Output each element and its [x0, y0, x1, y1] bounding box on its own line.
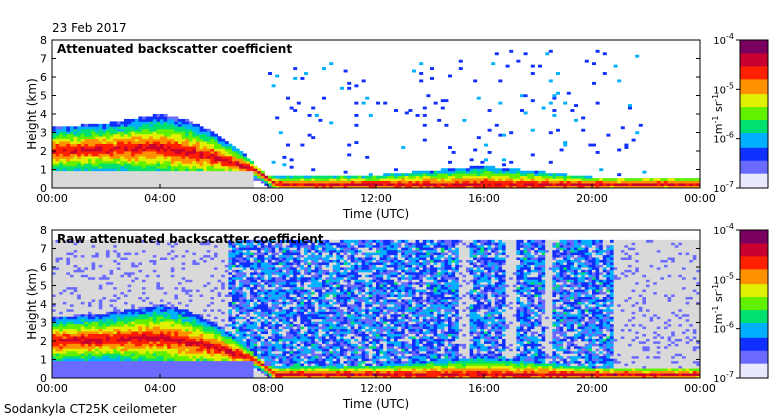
y-tick-label: 2 [40, 335, 47, 348]
y-tick-label: 4 [40, 108, 47, 121]
x-axis-label: Time (UTC) [342, 397, 409, 411]
x-tick-label: 20:00 [576, 192, 608, 205]
chart-title: Raw attenuated backscatter coefficient [57, 232, 324, 246]
x-tick-label: 08:00 [252, 192, 284, 205]
x-tick-label: 16:00 [468, 192, 500, 205]
attenuated-backscatter-chart: Attenuated backscatter coefficient 0 1 2 3 4 5… [25, 32, 769, 221]
x-tick-label: 12:00 [360, 382, 392, 395]
colorbar-tick-label: 10-7 [713, 180, 734, 195]
y-tick-label: 4 [40, 298, 47, 311]
y-tick-label: 8 [40, 224, 47, 237]
x-tick-label: 04:00 [144, 382, 176, 395]
chart-title: Attenuated backscatter coefficient [57, 42, 292, 56]
colorbar [740, 230, 768, 379]
x-tick-label: 00:00 [684, 382, 716, 395]
y-tick-label: 5 [40, 280, 47, 293]
colorbar-tick-label: 10-6 [713, 321, 734, 336]
x-tick-label: 00:00 [36, 192, 68, 205]
y-tick-label: 7 [40, 53, 47, 66]
colorbar-tick-label: 10-5 [713, 271, 734, 286]
y-tick-label: 1 [40, 354, 47, 367]
y-tick-label: 1 [40, 164, 47, 177]
colorbar-frame [739, 39, 769, 189]
colorbar-unit-label: m-1 sr-1 [711, 94, 725, 134]
date-label: 23 Feb 2017 [52, 21, 127, 35]
heatmap-cells [52, 49, 701, 189]
y-axis-label: Height (km) [25, 78, 39, 149]
y-tick-label: 6 [40, 261, 47, 274]
y-tick-label: 6 [40, 71, 47, 84]
raw-attenuated-backscatter-chart: Raw attenuated backscatter coefficient 0 1… [25, 222, 769, 411]
instrument-label: Sodankyla CT25K ceilometer [4, 402, 177, 416]
y-axis-label: Height (km) [25, 268, 39, 339]
y-tick-label: 7 [40, 243, 47, 256]
x-tick-label: 04:00 [144, 192, 176, 205]
colorbar [740, 40, 768, 189]
colorbar-unit-label: m-1 sr-1 [711, 284, 725, 324]
colorbar-tick-label: 10-4 [713, 32, 734, 47]
y-tick-label: 8 [40, 34, 47, 47]
x-tick-label: 00:00 [684, 192, 716, 205]
x-tick-label: 08:00 [252, 382, 284, 395]
colorbar-tick-label: 10-6 [713, 131, 734, 146]
y-tick-label: 3 [40, 127, 47, 140]
colorbar-tick-label: 10-4 [713, 222, 734, 237]
x-axis-label: Time (UTC) [342, 207, 409, 221]
y-tick-label: 0 [40, 372, 47, 385]
y-tick-label: 0 [40, 182, 47, 195]
colorbar-frame [739, 229, 769, 379]
x-tick-label: 16:00 [468, 382, 500, 395]
x-tick-label: 12:00 [360, 192, 392, 205]
colorbar-tick-label: 10-7 [713, 370, 734, 385]
y-tick-label: 2 [40, 145, 47, 158]
x-tick-label: 00:00 [36, 382, 68, 395]
colorbar-tick-label: 10-5 [713, 81, 734, 96]
y-tick-label: 5 [40, 90, 47, 103]
y-tick-label: 3 [40, 317, 47, 330]
heatmap-cells [52, 239, 701, 379]
x-tick-label: 20:00 [576, 382, 608, 395]
